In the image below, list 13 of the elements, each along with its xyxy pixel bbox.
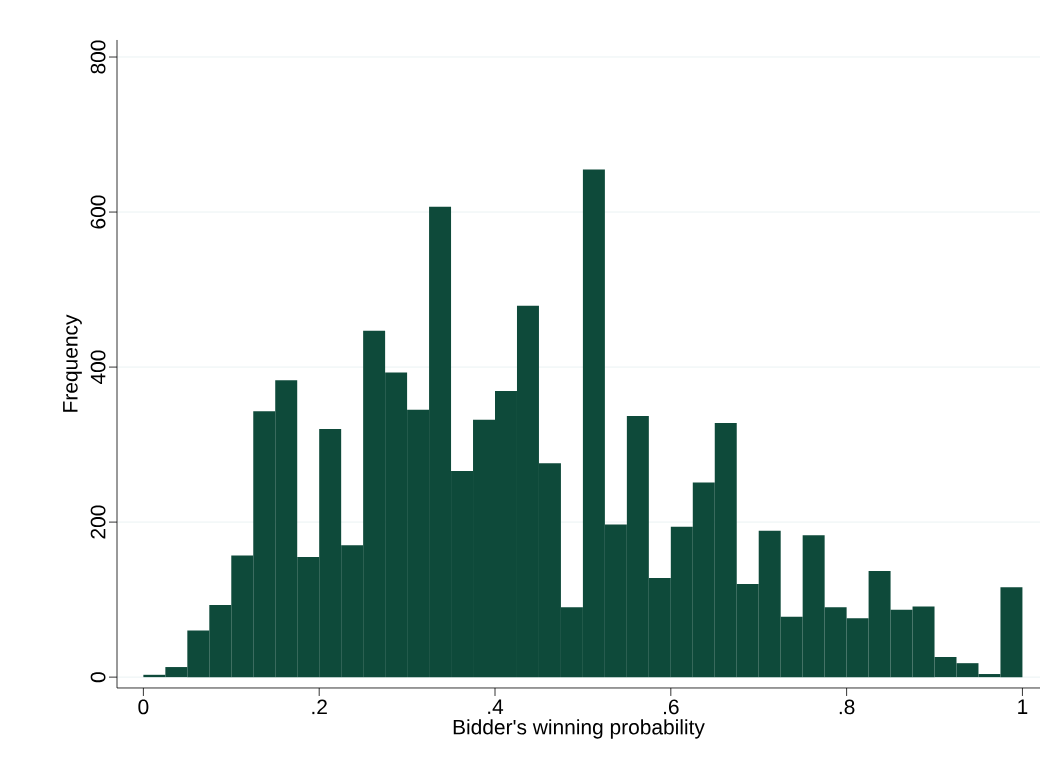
x-tick-label: .8 bbox=[839, 699, 855, 715]
x-tick-label: 0 bbox=[138, 699, 149, 715]
y-tick-label: 600 bbox=[90, 195, 106, 229]
x-tick-label: .6 bbox=[663, 699, 679, 715]
y-tick-label: 0 bbox=[90, 672, 106, 683]
x-axis-title: Bidder's winning probability bbox=[453, 719, 705, 739]
y-axis-title: Frequency bbox=[63, 314, 82, 412]
x-tick-label: 1 bbox=[1018, 699, 1028, 714]
x-tick-label: .2 bbox=[312, 699, 327, 715]
x-tick-label: .4 bbox=[488, 699, 504, 714]
y-tick-label: 200 bbox=[90, 505, 106, 539]
y-tick-label: 800 bbox=[90, 40, 106, 74]
y-tick-label: 400 bbox=[90, 350, 106, 385]
